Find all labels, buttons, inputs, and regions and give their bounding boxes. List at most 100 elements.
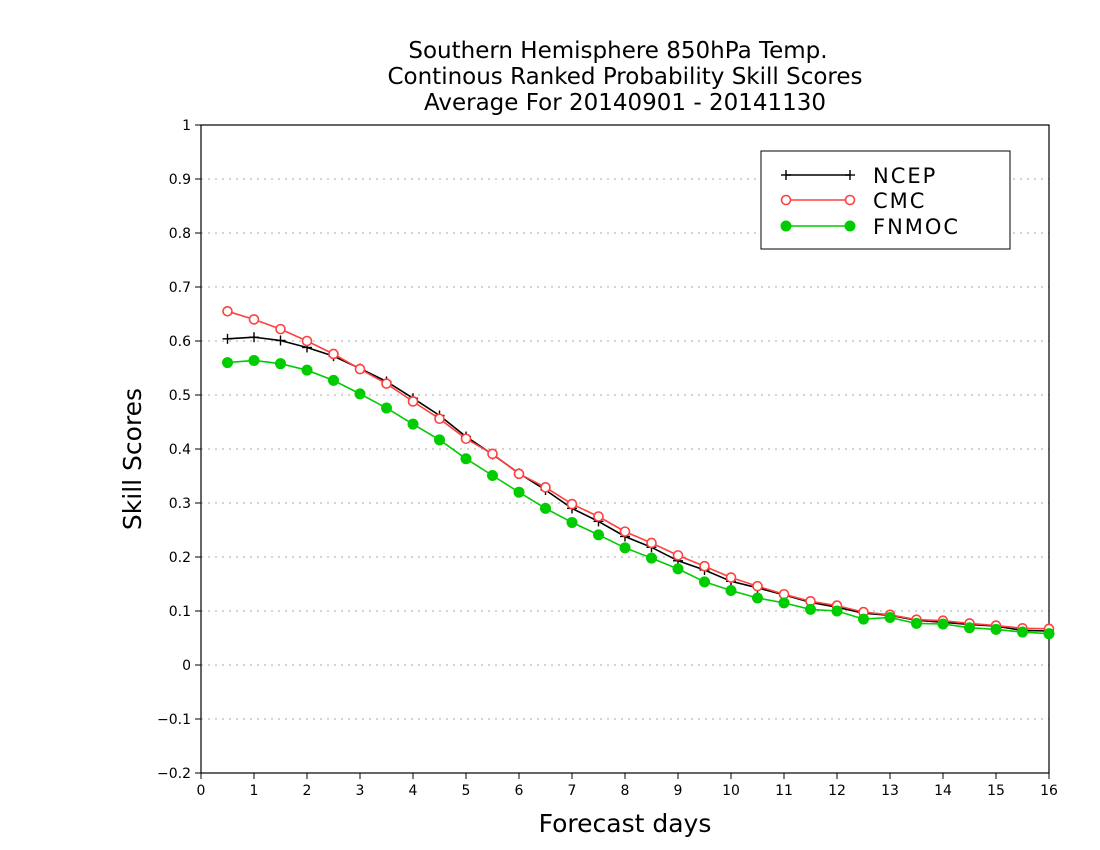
y-tick-label: 0 — [182, 658, 191, 674]
series-line-ncep — [227, 336, 1050, 632]
data-point — [646, 537, 657, 549]
data-point — [222, 333, 233, 344]
x-tick-label: 7 — [568, 783, 577, 799]
data-point — [566, 516, 578, 528]
data-point — [540, 502, 551, 514]
data-point — [1017, 626, 1028, 638]
chart-title: Southern Hemisphere 850hPa Temp. Contino… — [387, 38, 862, 116]
series-ncep — [222, 332, 1054, 636]
data-point — [566, 498, 578, 510]
y-tick-label: 0.8 — [169, 226, 191, 242]
data-point — [248, 354, 260, 366]
x-tick-label: 14 — [934, 783, 952, 799]
data-point — [781, 170, 791, 180]
data-point — [884, 611, 896, 623]
data-point — [593, 529, 604, 541]
data-point — [646, 552, 657, 564]
data-point — [619, 542, 631, 554]
legend-entry-fnmoc: FNMOC — [780, 215, 960, 239]
data-point — [619, 526, 631, 537]
series-line-cmc — [227, 310, 1050, 630]
data-point — [381, 378, 392, 389]
data-point — [354, 363, 366, 375]
x-tick-label: 0 — [197, 783, 206, 799]
legend-label-ncep: NCEP — [873, 164, 937, 188]
data-point — [725, 584, 737, 596]
x-tick-label: 9 — [674, 783, 683, 799]
data-point — [778, 597, 790, 609]
data-point — [513, 468, 525, 480]
data-point — [434, 434, 445, 446]
x-tick-label: 5 — [462, 783, 471, 799]
data-point — [937, 618, 949, 630]
data-point — [780, 220, 792, 232]
data-point — [275, 335, 286, 346]
data-point — [407, 396, 419, 407]
legend-entry-ncep: NCEP — [781, 164, 937, 188]
y-tick-label: 1 — [182, 118, 191, 134]
y-tick-label: 0.4 — [169, 442, 191, 458]
legend-entry-cmc: CMC — [780, 189, 926, 213]
data-point — [301, 364, 313, 376]
data-point — [805, 603, 816, 615]
data-point — [831, 605, 843, 617]
series-group — [222, 305, 1055, 640]
data-point — [513, 486, 525, 498]
data-point — [460, 453, 472, 465]
data-point — [487, 448, 498, 460]
data-point — [672, 550, 684, 561]
data-point — [990, 623, 1002, 635]
x-tick-label: 8 — [621, 783, 630, 799]
data-point — [844, 220, 856, 232]
legend-label-fnmoc: FNMOC — [873, 215, 960, 239]
x-tick-label: 11 — [775, 783, 793, 799]
data-point — [845, 170, 855, 180]
y-tick-label: 0.6 — [169, 334, 191, 350]
data-point — [1043, 628, 1055, 640]
x-tick-label: 12 — [828, 783, 846, 799]
data-point — [222, 305, 233, 317]
y-axis-title: Skill Scores — [118, 388, 147, 530]
data-point — [699, 576, 710, 588]
y-tick-label: 0.7 — [169, 280, 191, 296]
chart-title-line-2: Continous Ranked Probability Skill Score… — [387, 64, 862, 90]
data-point — [911, 617, 922, 629]
y-tick-label: 0.5 — [169, 388, 191, 404]
x-tick-label: 1 — [250, 783, 259, 799]
x-tick-label: 16 — [1040, 783, 1058, 799]
data-point — [249, 332, 259, 343]
legend-label-cmc: CMC — [873, 189, 926, 213]
x-tick-label: 15 — [987, 783, 1005, 799]
data-point — [540, 482, 551, 493]
y-tick-label: −0.1 — [157, 712, 191, 728]
data-point — [487, 469, 498, 481]
series-line-fnmoc — [227, 359, 1050, 635]
data-point — [699, 560, 710, 572]
x-tick-label: 13 — [881, 783, 899, 799]
y-tick-label: 0.1 — [169, 604, 191, 620]
x-tick-label: 10 — [722, 783, 740, 799]
series-cmc — [222, 305, 1055, 635]
data-point — [460, 433, 472, 445]
chart-title-line-3: Average For 20140901 - 20141130 — [424, 90, 826, 116]
data-point — [328, 348, 339, 360]
x-tick-label: 4 — [409, 783, 418, 799]
axis-ticks: −0.2−0.100.10.20.30.40.50.60.70.80.910 1 2… — [157, 118, 1058, 799]
y-tick-label: 0.9 — [169, 172, 191, 188]
data-point — [354, 388, 366, 400]
data-point — [672, 563, 684, 575]
data-point — [593, 511, 604, 522]
x-tick-label: 3 — [356, 783, 365, 799]
data-point — [222, 357, 233, 369]
data-point — [275, 358, 286, 370]
data-point — [328, 374, 339, 386]
data-point — [858, 613, 869, 625]
data-point — [752, 592, 763, 604]
x-axis-title: Forecast days — [539, 809, 712, 838]
data-point — [381, 402, 392, 414]
data-point — [275, 323, 286, 335]
data-point — [248, 314, 260, 325]
